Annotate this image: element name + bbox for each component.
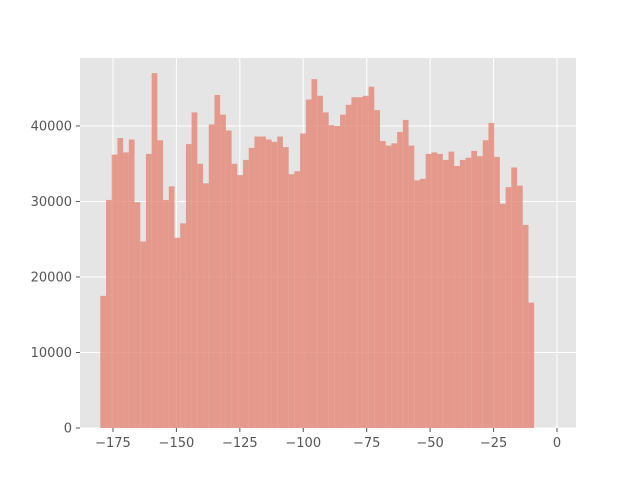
histogram-bar xyxy=(151,73,158,428)
histogram-bar xyxy=(488,122,495,428)
histogram-bar xyxy=(499,203,506,428)
histogram-bar xyxy=(362,95,369,429)
histogram-bar xyxy=(305,99,312,428)
histogram-bar xyxy=(100,295,107,428)
histogram-bar xyxy=(402,119,409,428)
histogram-bar xyxy=(106,199,112,428)
histogram-bars xyxy=(100,73,535,429)
histogram-bar xyxy=(208,124,215,429)
histogram-bar xyxy=(180,223,186,428)
histogram-bar xyxy=(340,114,346,428)
histogram-bar xyxy=(528,302,535,428)
histogram-bar xyxy=(271,141,278,428)
histogram-bar xyxy=(248,147,255,428)
histogram-bar xyxy=(145,153,152,429)
histogram-bar xyxy=(494,156,500,428)
histogram-bar xyxy=(380,141,386,428)
y-axis: 0 10000 20000 30000 40000 xyxy=(31,119,80,437)
histogram-bar xyxy=(522,224,529,428)
histogram-bar xyxy=(351,97,358,428)
histogram-bar xyxy=(265,139,272,428)
histogram-bar xyxy=(517,185,523,428)
histogram-bar xyxy=(203,183,209,428)
x-tick-label: 0 xyxy=(553,436,561,451)
histogram-bar xyxy=(437,153,443,429)
y-tick-label: 0 xyxy=(64,422,72,437)
histogram-bar xyxy=(123,152,129,428)
histogram-bar xyxy=(385,145,392,428)
histogram-bar xyxy=(243,159,249,428)
histogram-bar xyxy=(185,144,192,428)
histogram-bar xyxy=(465,157,472,428)
histogram-bar xyxy=(140,241,146,428)
histogram-bar xyxy=(442,159,449,428)
histogram-bar xyxy=(368,86,375,428)
histogram-bar xyxy=(174,237,181,428)
histogram-bar xyxy=(459,159,466,428)
histogram-bar xyxy=(277,136,283,428)
histogram-bar xyxy=(454,165,460,428)
histogram-bar xyxy=(425,153,432,429)
x-tick-label: −175 xyxy=(95,436,131,451)
histogram-bar xyxy=(334,125,341,429)
histogram-bar xyxy=(505,187,512,428)
histogram-bar xyxy=(419,178,426,428)
histogram-bar xyxy=(260,136,266,428)
histogram-bar xyxy=(408,145,415,428)
histogram-bar xyxy=(237,175,244,428)
histogram-bar xyxy=(300,133,306,429)
histogram-bar xyxy=(134,202,141,428)
histogram-bar xyxy=(511,167,518,428)
histogram-bar xyxy=(191,112,198,429)
x-tick-label: −150 xyxy=(159,436,195,451)
histogram-bar xyxy=(357,97,363,428)
histogram-bar xyxy=(168,186,175,428)
histogram-bar xyxy=(128,139,135,428)
histogram-bar xyxy=(282,147,289,428)
y-tick-label: 20000 xyxy=(31,270,72,285)
x-tick-label: −25 xyxy=(480,436,507,451)
y-tick-label: 10000 xyxy=(31,346,72,361)
histogram-bar xyxy=(431,152,438,428)
histogram-bar xyxy=(111,154,118,428)
histogram-bar xyxy=(391,143,398,428)
histogram-bar xyxy=(345,104,352,428)
histogram-bar xyxy=(482,140,489,428)
histogram-bar xyxy=(294,171,301,428)
x-axis: −175 −150 −125 −100 −75 −50 −25 0 xyxy=(95,428,561,451)
histogram-bar xyxy=(322,112,329,429)
histogram-bar xyxy=(197,163,204,428)
histogram-bar xyxy=(117,138,124,428)
histogram-bar xyxy=(317,95,323,429)
histogram-bar xyxy=(163,199,169,428)
histogram-bar xyxy=(220,114,226,428)
histogram-bar xyxy=(311,79,318,429)
histogram-bar xyxy=(477,156,483,428)
histogram-bar xyxy=(214,95,221,428)
histogram-bar xyxy=(397,132,403,428)
x-tick-label: −125 xyxy=(222,436,258,451)
histogram-bar xyxy=(448,151,455,428)
histogram-bar xyxy=(471,150,478,428)
histogram-bar xyxy=(225,130,232,428)
y-tick-label: 30000 xyxy=(31,195,72,210)
x-tick-label: −50 xyxy=(416,436,443,451)
histogram-bar xyxy=(254,136,261,428)
histogram-bar xyxy=(288,174,295,428)
histogram-bar xyxy=(328,125,335,429)
histogram-bar xyxy=(231,163,238,428)
y-tick-label: 40000 xyxy=(31,119,72,134)
x-tick-label: −75 xyxy=(353,436,380,451)
histogram-bar xyxy=(157,140,164,428)
histogram-bar xyxy=(414,180,420,428)
x-tick-label: −100 xyxy=(285,436,321,451)
histogram-bar xyxy=(374,110,381,428)
